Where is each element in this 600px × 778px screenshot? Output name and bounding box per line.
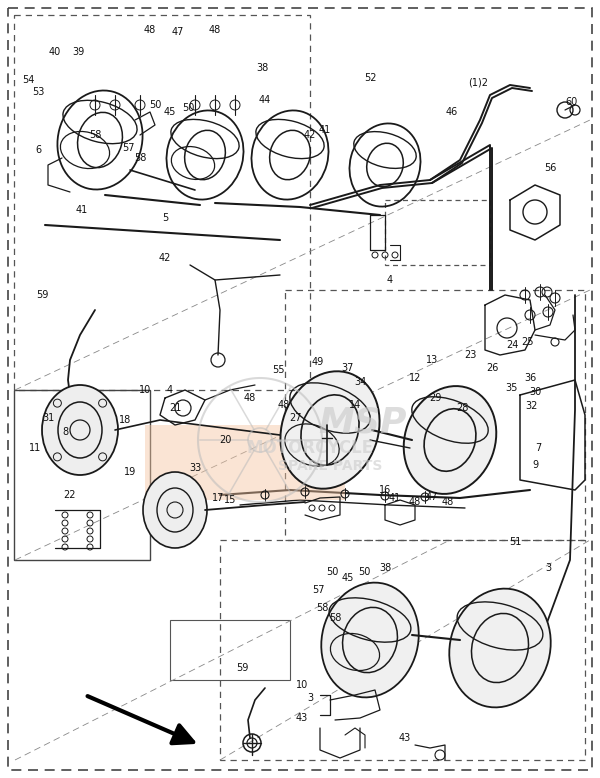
Text: 57: 57 bbox=[312, 585, 324, 595]
Text: 44: 44 bbox=[259, 95, 271, 105]
Text: 53: 53 bbox=[32, 87, 44, 97]
Text: 48: 48 bbox=[442, 497, 454, 507]
Text: 23: 23 bbox=[464, 350, 476, 360]
Ellipse shape bbox=[449, 589, 551, 707]
Text: 42: 42 bbox=[304, 130, 316, 140]
Text: 7: 7 bbox=[535, 443, 541, 453]
Text: 54: 54 bbox=[22, 75, 34, 85]
Text: 37: 37 bbox=[342, 363, 354, 373]
Text: 48: 48 bbox=[244, 393, 256, 403]
Text: 40: 40 bbox=[49, 47, 61, 57]
Ellipse shape bbox=[404, 386, 496, 494]
Text: 16: 16 bbox=[379, 485, 391, 495]
Text: 45: 45 bbox=[342, 573, 354, 583]
Text: 43: 43 bbox=[296, 713, 308, 723]
Text: 26: 26 bbox=[486, 363, 498, 373]
Text: 38: 38 bbox=[256, 63, 268, 73]
Text: MOTORCYCLE: MOTORCYCLE bbox=[247, 439, 374, 457]
Text: 28: 28 bbox=[456, 403, 468, 413]
Text: 38: 38 bbox=[379, 563, 391, 573]
Ellipse shape bbox=[42, 385, 118, 475]
Text: 25: 25 bbox=[522, 337, 534, 347]
Text: (1)2: (1)2 bbox=[468, 77, 488, 87]
Text: 50: 50 bbox=[326, 567, 338, 577]
Text: 10: 10 bbox=[296, 680, 308, 690]
Text: 18: 18 bbox=[119, 415, 131, 425]
Text: 58: 58 bbox=[329, 613, 341, 623]
Text: 20: 20 bbox=[219, 435, 231, 445]
Text: 58: 58 bbox=[134, 153, 146, 163]
Text: 48: 48 bbox=[278, 400, 290, 410]
Text: 10: 10 bbox=[139, 385, 151, 395]
Text: 51: 51 bbox=[509, 537, 521, 547]
Text: 6: 6 bbox=[35, 145, 41, 155]
Text: 41: 41 bbox=[76, 205, 88, 215]
Text: 58: 58 bbox=[89, 130, 101, 140]
Text: 48: 48 bbox=[144, 25, 156, 35]
Text: 46: 46 bbox=[446, 107, 458, 117]
Text: 47: 47 bbox=[426, 492, 438, 502]
Ellipse shape bbox=[321, 583, 419, 697]
Text: 29: 29 bbox=[429, 393, 441, 403]
Text: SPARE PARTS: SPARE PARTS bbox=[278, 459, 382, 473]
Text: 59: 59 bbox=[36, 290, 48, 300]
Text: 50: 50 bbox=[358, 567, 370, 577]
Text: 21: 21 bbox=[169, 403, 181, 413]
Text: 13: 13 bbox=[426, 355, 438, 365]
Text: 35: 35 bbox=[506, 383, 518, 393]
Ellipse shape bbox=[143, 472, 207, 548]
Text: 11: 11 bbox=[29, 443, 41, 453]
Text: 3: 3 bbox=[545, 563, 551, 573]
Text: 17: 17 bbox=[212, 493, 224, 503]
Text: 57: 57 bbox=[122, 143, 134, 153]
Text: 31: 31 bbox=[42, 413, 54, 423]
Text: 41: 41 bbox=[389, 493, 401, 503]
Ellipse shape bbox=[280, 371, 380, 489]
Text: 27: 27 bbox=[289, 413, 301, 423]
Text: 49: 49 bbox=[312, 357, 324, 367]
Text: 34: 34 bbox=[354, 377, 366, 387]
Text: 39: 39 bbox=[72, 47, 84, 57]
Text: 50: 50 bbox=[149, 100, 161, 110]
Text: 52: 52 bbox=[364, 73, 376, 83]
Text: 4: 4 bbox=[387, 275, 393, 285]
FancyBboxPatch shape bbox=[145, 425, 346, 500]
Text: 55: 55 bbox=[272, 365, 284, 375]
Text: 4: 4 bbox=[167, 385, 173, 395]
Text: 32: 32 bbox=[526, 401, 538, 411]
Text: 30: 30 bbox=[529, 387, 541, 397]
Text: 56: 56 bbox=[544, 163, 556, 173]
Text: 3: 3 bbox=[307, 693, 313, 703]
Text: 60: 60 bbox=[566, 97, 578, 107]
Text: 24: 24 bbox=[506, 340, 518, 350]
Text: 47: 47 bbox=[172, 27, 184, 37]
Text: 50: 50 bbox=[182, 103, 194, 113]
Text: 19: 19 bbox=[124, 467, 136, 477]
Text: MSP: MSP bbox=[318, 405, 407, 439]
Text: 42: 42 bbox=[159, 253, 171, 263]
Text: 58: 58 bbox=[316, 603, 328, 613]
Text: 15: 15 bbox=[224, 495, 236, 505]
Text: 36: 36 bbox=[524, 373, 536, 383]
Text: 45: 45 bbox=[164, 107, 176, 117]
Text: 41: 41 bbox=[319, 125, 331, 135]
Text: 43: 43 bbox=[399, 733, 411, 743]
Text: 5: 5 bbox=[162, 213, 168, 223]
Text: 48: 48 bbox=[409, 497, 421, 507]
Text: 14: 14 bbox=[349, 400, 361, 410]
Text: 9: 9 bbox=[532, 460, 538, 470]
Text: 33: 33 bbox=[189, 463, 201, 473]
Text: 48: 48 bbox=[209, 25, 221, 35]
Text: 59: 59 bbox=[236, 663, 248, 673]
Text: 8: 8 bbox=[62, 427, 68, 437]
Text: 12: 12 bbox=[409, 373, 421, 383]
Text: 22: 22 bbox=[64, 490, 76, 500]
